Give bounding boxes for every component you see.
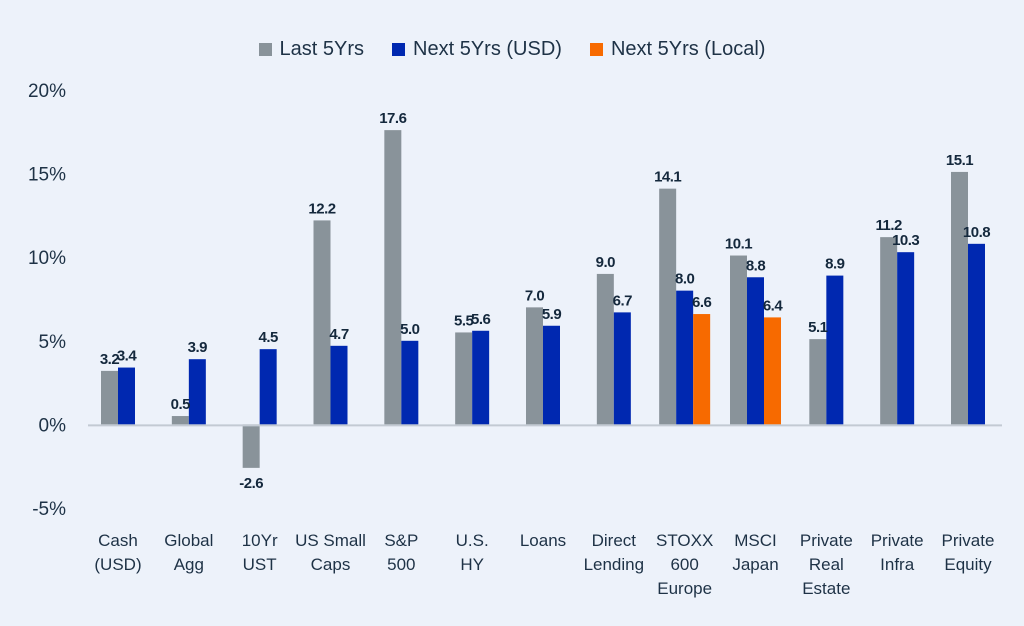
data-label-next-5yrs-usd-us-small-caps: 4.7 <box>329 326 349 343</box>
data-label-next-5yrs-usd-10yr-ust: 4.5 <box>258 329 278 346</box>
data-label-next-5yrs-usd-cash-usd: 3.4 <box>117 348 138 365</box>
bar-next-5yrs-usd-private-real-estate <box>826 275 844 425</box>
data-label-next-5yrs-usd-direct-lending: 6.7 <box>613 292 633 309</box>
bar-last-5yrs-private-equity <box>951 171 968 425</box>
y-tick-label: 5% <box>39 332 67 353</box>
bar-last-5yrs-s-p-500 <box>384 130 402 425</box>
x-tick-label-cash-usd: Cash (USD) <box>94 531 141 574</box>
x-tick-label-s-p-500: S&P 500 <box>384 531 418 574</box>
data-label-next-5yrs-local-msci-japan: 6.4 <box>763 297 784 314</box>
y-tick-label: 10% <box>28 248 66 269</box>
bar-next-5yrs-usd-stoxx-600-europe <box>676 290 694 425</box>
data-label-last-5yrs-msci-japan: 10.1 <box>725 236 752 253</box>
data-label-next-5yrs-usd-msci-japan: 8.8 <box>746 257 766 274</box>
x-tick-label-loans: Loans <box>520 531 566 550</box>
bar-next-5yrs-usd-private-infra <box>897 252 915 425</box>
x-tick-label-stoxx-600-europe: STOXX 600 Europe <box>656 531 713 598</box>
bar-next-5yrs-usd-10yr-ust <box>259 349 277 425</box>
data-label-next-5yrs-usd-s-p-500: 5.0 <box>400 321 420 338</box>
bar-next-5yrs-usd-s-p-500 <box>401 340 419 425</box>
legend-item-next-5yrs-local: Next 5Yrs (Local) <box>589 38 766 61</box>
x-tick-label-us-small-caps: US Small Caps <box>295 531 366 574</box>
bar-last-5yrs-stoxx-600-europe <box>659 188 677 425</box>
bar-last-5yrs-u-s-hy <box>455 332 473 425</box>
chart-legend: Last 5Yrs Next 5Yrs (USD) Next 5Yrs (Loc… <box>0 38 1024 61</box>
data-label-last-5yrs-cash-usd: 3.2 <box>100 351 120 368</box>
data-label-last-5yrs-u-s-hy: 5.5 <box>454 312 474 329</box>
data-label-next-5yrs-usd-stoxx-600-europe: 8.0 <box>675 271 695 288</box>
y-tick-label: 20% <box>28 81 66 102</box>
data-label-last-5yrs-10yr-ust: -2.6 <box>239 475 263 492</box>
bar-next-5yrs-usd-cash-usd <box>118 367 135 425</box>
y-tick-label: -5% <box>32 499 66 520</box>
bar-next-5yrs-usd-private-equity <box>968 243 985 425</box>
data-label-next-5yrs-local-stoxx-600-europe: 6.6 <box>692 294 712 311</box>
x-tick-label-10yr-ust: 10Yr UST <box>242 531 278 574</box>
legend-item-next-5yrs-usd: Next 5Yrs (USD) <box>392 38 562 61</box>
x-tick-label-u-s-hy: U.S. HY <box>456 531 489 574</box>
bar-next-5yrs-usd-us-small-caps <box>330 345 348 425</box>
bar-next-5yrs-usd-u-s-hy <box>472 330 490 425</box>
bar-last-5yrs-global-agg <box>171 416 189 425</box>
y-axis: 20% 15% 10% 5% 0% -5% <box>28 81 66 520</box>
x-tick-label-direct-lending: Direct Lending <box>584 531 645 574</box>
y-tick-label: 0% <box>39 415 67 436</box>
bar-next-5yrs-usd-loans <box>543 325 560 425</box>
legend-swatch-last-5yrs <box>258 43 272 56</box>
legend-swatch-next-5yrs-local <box>589 43 603 56</box>
bar-next-5yrs-usd-direct-lending <box>613 312 631 425</box>
data-labels: 3.23.4 0.5 3.9 -2.6 4.5 12.2 4.7 17.6 5.0 5.55.6 7… <box>100 110 991 492</box>
data-label-next-5yrs-usd-private-real-estate: 8.9 <box>825 256 845 273</box>
bar-last-5yrs-private-infra <box>880 237 898 425</box>
data-label-next-5yrs-usd-loans: 5.9 <box>542 306 562 323</box>
data-label-next-5yrs-usd-global-agg: 3.9 <box>188 339 208 356</box>
data-label-last-5yrs-us-small-caps: 12.2 <box>308 200 335 217</box>
data-label-last-5yrs-global-agg: 0.5 <box>171 396 191 413</box>
bar-last-5yrs-loans <box>526 307 543 425</box>
data-label-last-5yrs-stoxx-600-europe: 14.1 <box>654 169 681 186</box>
x-tick-label-msci-japan: MSCI Japan <box>732 531 778 574</box>
bar-next-5yrs-local-stoxx-600-europe <box>693 314 711 425</box>
data-label-last-5yrs-private-infra: 11.2 <box>875 217 902 234</box>
bar-last-5yrs-direct-lending <box>596 273 614 425</box>
legend-label-last-5yrs: Last 5Yrs <box>279 38 365 60</box>
x-tick-label-private-equity: Private Equity <box>942 531 995 574</box>
data-label-next-5yrs-usd-u-s-hy: 5.6 <box>471 311 491 328</box>
data-label-last-5yrs-s-p-500: 17.6 <box>379 110 406 127</box>
legend-label-next-5yrs-usd: Next 5Yrs (USD) <box>413 38 562 60</box>
bar-next-5yrs-local-msci-japan <box>764 317 781 425</box>
bar-next-5yrs-usd-msci-japan <box>747 277 764 425</box>
x-tick-label-global-agg: Global Agg <box>164 531 213 574</box>
x-tick-label-private-real-estate: Private Real Estate <box>800 531 853 598</box>
data-label-last-5yrs-direct-lending: 9.0 <box>596 254 616 271</box>
bar-last-5yrs-private-real-estate <box>809 339 827 425</box>
bar-last-5yrs-10yr-ust <box>242 424 260 468</box>
data-label-last-5yrs-private-real-estate: 5.1 <box>808 319 828 336</box>
bar-last-5yrs-cash-usd <box>101 370 118 425</box>
bar-last-5yrs-us-small-caps <box>313 220 331 425</box>
y-tick-label: 15% <box>28 165 66 186</box>
x-tick-label-private-infra: Private Infra <box>871 531 924 574</box>
bar-last-5yrs-msci-japan <box>730 255 747 425</box>
bar-next-5yrs-usd-global-agg <box>188 359 206 425</box>
data-label-next-5yrs-usd-private-equity: 10.8 <box>963 224 990 241</box>
data-label-last-5yrs-loans: 7.0 <box>525 287 545 304</box>
legend-item-last-5yrs: Last 5Yrs <box>258 38 365 61</box>
data-label-next-5yrs-usd-private-infra: 10.3 <box>892 232 919 249</box>
x-axis: Cash (USD) Global Agg 10Yr UST US Small Caps S&P… <box>94 531 994 598</box>
legend-swatch-next-5yrs-usd <box>392 43 406 56</box>
bars <box>101 130 985 468</box>
legend-label-next-5yrs-local: Next 5Yrs (Local) <box>610 38 766 60</box>
data-label-last-5yrs-private-equity: 15.1 <box>946 152 973 169</box>
